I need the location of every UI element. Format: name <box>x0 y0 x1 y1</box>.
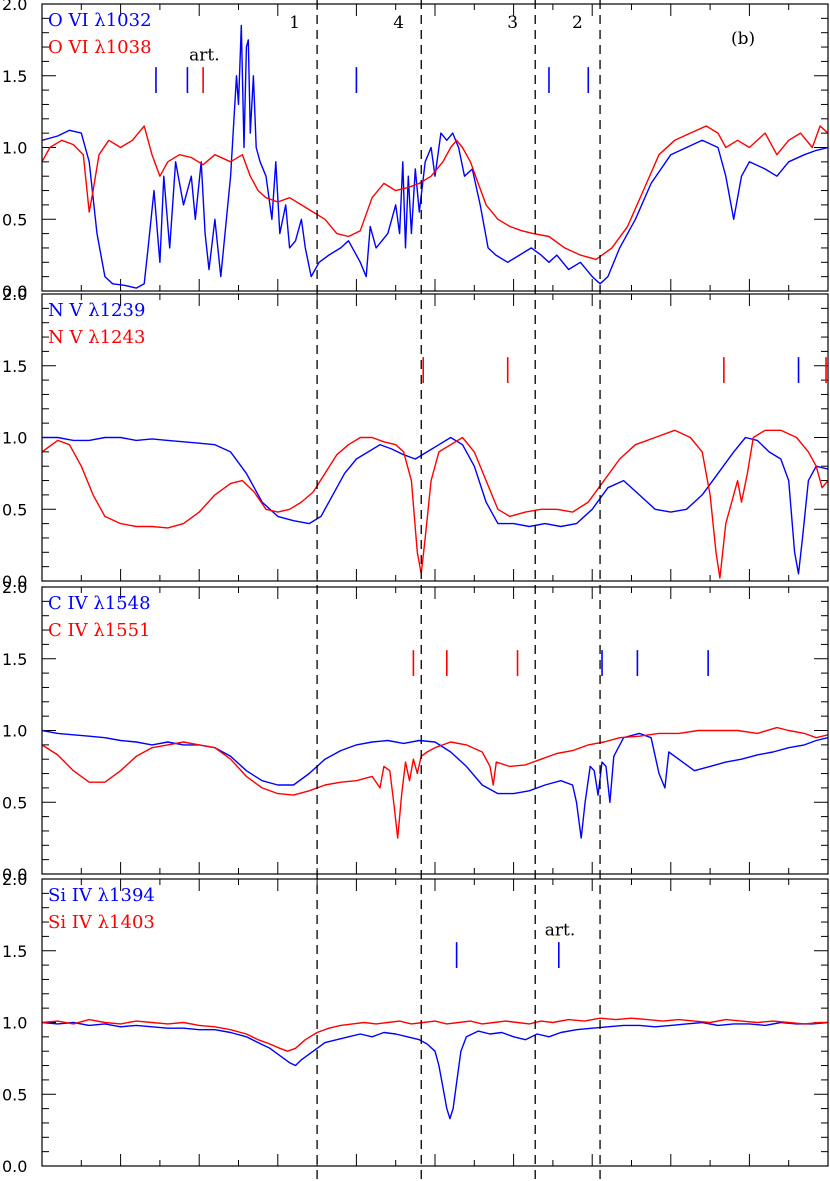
legend-entry-siiv-1: Si IV λ1403 <box>48 912 155 933</box>
legend-entry-siiv-0: Si IV λ1394 <box>48 885 155 906</box>
ytick-label-civ: 2.0 <box>2 578 27 597</box>
series-line-nv-1 <box>42 429 828 579</box>
plot-area-siiv <box>42 1017 828 1120</box>
component-label-3: 3 <box>507 13 518 33</box>
ytick-label-nv: 2.0 <box>2 285 27 304</box>
ytick-label-siiv: 0.5 <box>2 1085 27 1104</box>
plot-area-civ <box>42 726 828 839</box>
ytick-label-ovi: 0.5 <box>2 210 27 229</box>
series-line-ovi-0 <box>42 24 828 289</box>
ytick-label-nv: 0.5 <box>2 500 27 519</box>
ytick-label-ovi: 2.0 <box>2 0 27 14</box>
ytick-label-nv: 0.0 <box>2 572 27 591</box>
series-line-siiv-1 <box>42 1017 828 1052</box>
legend-entry-civ-0: C IV λ1548 <box>48 593 151 614</box>
ytick-label-siiv: 2.0 <box>2 870 27 889</box>
series-line-nv-0 <box>42 436 828 575</box>
annotation-art: art. <box>189 45 220 65</box>
ytick-label-siiv: 1.5 <box>2 942 27 961</box>
series-line-civ-1 <box>42 726 828 839</box>
component-label-1: 1 <box>289 13 300 33</box>
legend-entry-nv-1: N V λ1243 <box>48 327 145 348</box>
series-line-siiv-0 <box>42 1021 828 1120</box>
legend-entry-ovi-1: O VI λ1038 <box>48 37 152 58</box>
ytick-label-siiv: 1.0 <box>2 1014 27 1033</box>
annotation-art: art. <box>545 920 576 940</box>
ytick-label-nv: 1.5 <box>2 357 27 376</box>
frame-layer <box>41 3 829 1167</box>
panel-siiv: 0.0 0.5 1.0 1.5 2.0 Si IV λ1394 Si IV λ1403 art… <box>2 870 829 1176</box>
plot-area-nv <box>42 429 828 579</box>
component-dashed-lines <box>316 0 601 1181</box>
legend-entry-ovi-0: O VI λ1032 <box>48 10 152 31</box>
ytick-label-ovi: 1.5 <box>2 67 27 86</box>
panel-frame-siiv <box>41 878 829 1167</box>
panel-frame-civ <box>41 586 829 875</box>
ytick-label-siiv: 0.0 <box>2 1157 27 1176</box>
panel-frame-nv <box>41 293 829 582</box>
ytick-label-ovi: 0.0 <box>2 282 27 301</box>
panel-letter: (b) <box>731 29 755 49</box>
ytick-label-civ: 0.5 <box>2 793 27 812</box>
panel-civ: 0.0 0.5 1.0 1.5 2.0 C IV λ1548 C IV λ1551 <box>2 578 829 884</box>
ytick-label-ovi: 1.0 <box>2 139 27 158</box>
legend-entry-nv-0: N V λ1239 <box>48 300 145 321</box>
panel-frame-ovi <box>41 3 829 292</box>
panel-ovi: 0.0 0.5 1.0 1.5 2.0 O VI λ1032 O VI λ1038 art. 1… <box>2 0 829 301</box>
legend-entry-civ-1: C IV λ1551 <box>48 620 151 641</box>
ytick-label-nv: 1.0 <box>2 429 27 448</box>
ytick-label-civ: 0.0 <box>2 865 27 884</box>
component-label-2: 2 <box>572 13 583 33</box>
ytick-label-civ: 1.0 <box>2 722 27 741</box>
plot-area-ovi <box>42 24 828 289</box>
series-line-ovi-1 <box>42 125 828 261</box>
ytick-label-civ: 1.5 <box>2 650 27 669</box>
panel-nv: 0.0 0.5 1.0 1.5 2.0 N V λ1239 N V λ1243 <box>2 285 829 591</box>
component-label-4: 4 <box>393 13 404 33</box>
